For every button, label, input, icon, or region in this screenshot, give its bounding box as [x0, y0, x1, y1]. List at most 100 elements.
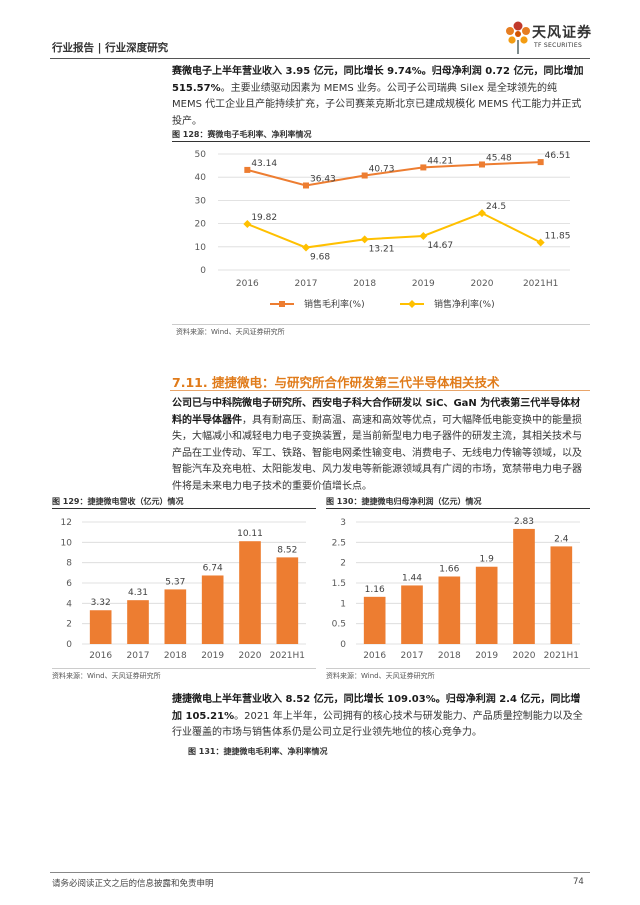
y-tick-label: 0: [200, 266, 206, 276]
data-label: 44.21: [427, 156, 453, 166]
bar: [513, 528, 535, 644]
data-label: 11.85: [545, 232, 571, 242]
x-tick-label: 2021H1: [270, 651, 305, 661]
legend-marker: [279, 301, 285, 307]
data-label: 4.31: [128, 588, 148, 598]
x-tick-label: 2017: [401, 651, 424, 661]
x-tick-label: 2020: [471, 279, 494, 289]
figure-130-title: 图 130：捷捷微电归母净利润（亿元）情况: [326, 497, 482, 506]
x-tick-label: 2016: [363, 651, 386, 661]
y-tick-label: 8: [66, 559, 72, 569]
data-label: 36.43: [310, 174, 336, 184]
data-label: 14.67: [427, 241, 453, 251]
data-point: [303, 182, 309, 189]
header-divider: [50, 58, 590, 59]
data-label: 3.32: [91, 598, 111, 608]
flower-logo-icon: [506, 21, 530, 54]
y-tick-label: 20: [195, 220, 207, 230]
bar: [363, 596, 386, 644]
data-label: 1.9: [480, 555, 495, 565]
x-tick-label: 2020: [513, 651, 536, 661]
data-point: [419, 231, 428, 240]
data-point: [479, 161, 485, 168]
y-tick-label: 10: [195, 243, 207, 253]
figure-129-rule: [52, 508, 316, 509]
brand-logo: 天风证券 TF SECURITIES: [502, 18, 598, 58]
y-tick-label: 4: [66, 599, 72, 609]
data-point: [478, 209, 486, 218]
data-point: [302, 243, 310, 252]
bar: [401, 585, 423, 644]
bar: [550, 546, 573, 644]
data-label: 5.37: [165, 577, 185, 587]
data-label: 9.68: [310, 253, 330, 263]
x-tick-label: 2018: [438, 651, 461, 661]
data-label: 19.82: [251, 213, 277, 223]
y-tick-label: 40: [195, 173, 207, 183]
data-label: 43.14: [251, 159, 277, 169]
series-line: [246, 212, 542, 249]
footer-disclaimer: 请务必阅读正文之后的信息披露和免责申明: [52, 879, 214, 889]
paragraph-jiejie-tech-body: ，具有耐高压、耐高温、高速和高效等优点，可大幅降低电能变换中的能量损失，大幅减小…: [172, 414, 582, 492]
y-tick-label: 10: [61, 538, 73, 548]
figure-128-title: 图 128：赛微电子毛利率、净利率情况: [172, 130, 312, 139]
page-header: 行业报告 | 行业深度研究: [52, 42, 169, 54]
bar: [127, 600, 149, 644]
data-point: [243, 220, 252, 229]
y-tick-label: 0.5: [332, 620, 346, 630]
x-tick-label: 2019: [412, 279, 435, 289]
y-tick-label: 12: [61, 518, 72, 528]
y-tick-label: 3: [340, 518, 346, 528]
x-tick-label: 2020: [239, 651, 262, 661]
bar: [475, 566, 498, 644]
logo-text-cn: 天风证券: [532, 25, 592, 41]
paragraph-jiejie-results-body: 。2021 年上半年，公司拥有的核心技术与研发能力、产品质量控制能力以及全行业覆…: [172, 710, 583, 739]
y-tick-label: 2: [340, 559, 346, 569]
figure-130-source: 资料来源：Wind、天风证券研究所: [326, 672, 435, 680]
series-line: [247, 161, 541, 187]
figure-130-rule: [326, 508, 590, 509]
y-tick-label: 2: [66, 620, 72, 630]
data-label: 1.16: [365, 585, 385, 595]
bar: [438, 576, 461, 644]
y-tick-label: 1: [340, 599, 346, 609]
figure-128-source: 资料来源：Wind、天风证券研究所: [176, 328, 285, 336]
y-tick-label: 2.5: [332, 538, 346, 548]
y-tick-label: 50: [195, 150, 207, 160]
x-tick-label: 2018: [353, 279, 376, 289]
x-tick-label: 2016: [236, 279, 259, 289]
x-tick-label: 2021H1: [544, 651, 579, 661]
paragraph-jiejie-results: 捷捷微电上半年营业收入 8.52 亿元，同比增长 109.03%。归母净利润 2…: [172, 692, 590, 742]
data-point: [244, 166, 251, 173]
footer-divider: [50, 872, 590, 873]
y-tick-label: 0: [340, 640, 346, 650]
y-tick-label: 30: [195, 196, 207, 206]
paragraph-jiejie-tech: 公司已与中科院微电子研究所、西安电子科大合作研发以 SiC、GaN 为代表第三代…: [172, 396, 590, 495]
legend-marker: [408, 300, 416, 308]
paragraph-saiwei: 赛微电子上半年营业收入 3.95 亿元，同比增长 9.74%。归母净利润 0.7…: [172, 64, 590, 130]
bar: [276, 557, 299, 644]
data-point: [361, 172, 368, 179]
figure-131-title: 图 131：捷捷微电毛利率、净利率情况: [188, 747, 328, 756]
paragraph-jiejie-tech-bold: 公司已与中科院微电子研究所、西安电子科大合作研发以 SiC、GaN 为代表第三代…: [172, 398, 581, 426]
bar: [164, 589, 187, 644]
logo-text-en: TF SECURITIES: [534, 42, 583, 49]
data-label: 46.51: [545, 151, 571, 161]
figure-128-source-rule: [172, 324, 590, 325]
y-tick-label: 1.5: [332, 579, 346, 589]
legend-label: 销售净利率(%): [434, 298, 495, 310]
data-point: [537, 159, 544, 166]
section-divider: [170, 390, 590, 391]
data-label: 40.73: [369, 165, 395, 175]
figure-129-chart: 0 2 4 6 8 10 12 3.32 2016 4.31 2017 5.37 2018 6.74 201…: [61, 518, 306, 661]
paragraph-saiwei-bold: 赛微电子上半年营业收入 3.95 亿元，同比增长 9.74%。归母净利润 0.7…: [172, 66, 584, 94]
data-label: 2.83: [514, 517, 534, 527]
data-label: 45.48: [486, 153, 512, 163]
figure-129-source-rule: [52, 668, 316, 669]
bar: [201, 575, 224, 644]
paragraph-saiwei-body: 。主要业绩驱动因素为 MEMS 业务。公司子公司瑞典 Silex 是全球领先的纯…: [172, 82, 582, 127]
data-label: 2.4: [554, 534, 569, 544]
data-label: 13.21: [369, 244, 395, 254]
data-label: 1.44: [402, 573, 422, 583]
data-label: 24.5: [486, 202, 506, 212]
